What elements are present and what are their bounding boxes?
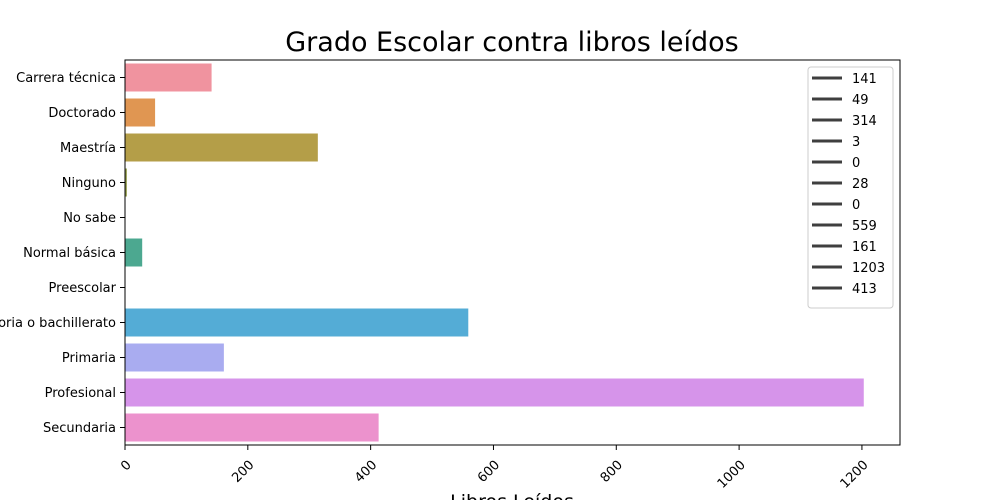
legend-entry: 413	[852, 282, 877, 297]
legend-entry: 161	[852, 240, 877, 255]
x-axis-ticks: 0 200 400 600 800 1000 1200	[118, 445, 872, 492]
y-tick-label: Preescolar	[49, 281, 117, 296]
bar	[125, 133, 318, 162]
y-tick-label: Preparatoria o bachillerato	[0, 316, 116, 331]
y-tick-label: Carrera técnica	[16, 71, 116, 86]
bar	[125, 98, 156, 127]
y-tick-label: Doctorado	[48, 106, 116, 121]
x-tick-label: 800	[598, 458, 626, 486]
y-tick-label: Ninguno	[62, 176, 116, 191]
y-tick-label: Primaria	[62, 351, 116, 366]
plot-frame	[124, 59, 901, 446]
legend: 141 49 314 3 0 28 0 559 161 1203 413	[807, 66, 894, 309]
legend-entry: 141	[852, 72, 877, 87]
y-axis-ticks: Carrera técnica Doctorado Maestría Ninguno N…	[0, 71, 125, 436]
legend-entry: 314	[852, 114, 877, 129]
x-tick-label: 0	[118, 458, 134, 474]
x-axis-label: Libros Leídos	[450, 491, 574, 500]
x-tick-label: 200	[229, 458, 257, 486]
legend-frame	[807, 66, 894, 309]
legend-entry: 0	[852, 198, 860, 213]
y-tick-label: No sabe	[63, 211, 116, 226]
y-tick-label: Maestría	[60, 141, 116, 156]
bar	[125, 63, 212, 92]
y-tick-label: Normal básica	[23, 246, 116, 261]
legend-entry: 559	[852, 219, 877, 234]
bar	[125, 413, 379, 442]
x-tick-label: 400	[352, 458, 380, 486]
bar	[125, 238, 143, 267]
y-tick-label: Secundaria	[43, 421, 116, 436]
bar	[125, 378, 864, 407]
legend-entry: 0	[852, 156, 860, 171]
legend-entry: 3	[852, 135, 860, 150]
y-tick-label: Profesional	[45, 386, 116, 401]
legend-entry: 1203	[852, 261, 885, 276]
bar	[125, 168, 127, 197]
legend-entry: 28	[852, 177, 869, 192]
bars	[125, 63, 864, 442]
x-tick-label: 1200	[838, 458, 872, 492]
x-tick-label: 600	[475, 458, 503, 486]
bar	[125, 343, 224, 372]
x-tick-label: 1000	[715, 458, 749, 492]
bar	[125, 308, 469, 337]
legend-entry: 49	[852, 93, 869, 108]
chart-title: Grado Escolar contra libros leídos	[285, 27, 738, 58]
